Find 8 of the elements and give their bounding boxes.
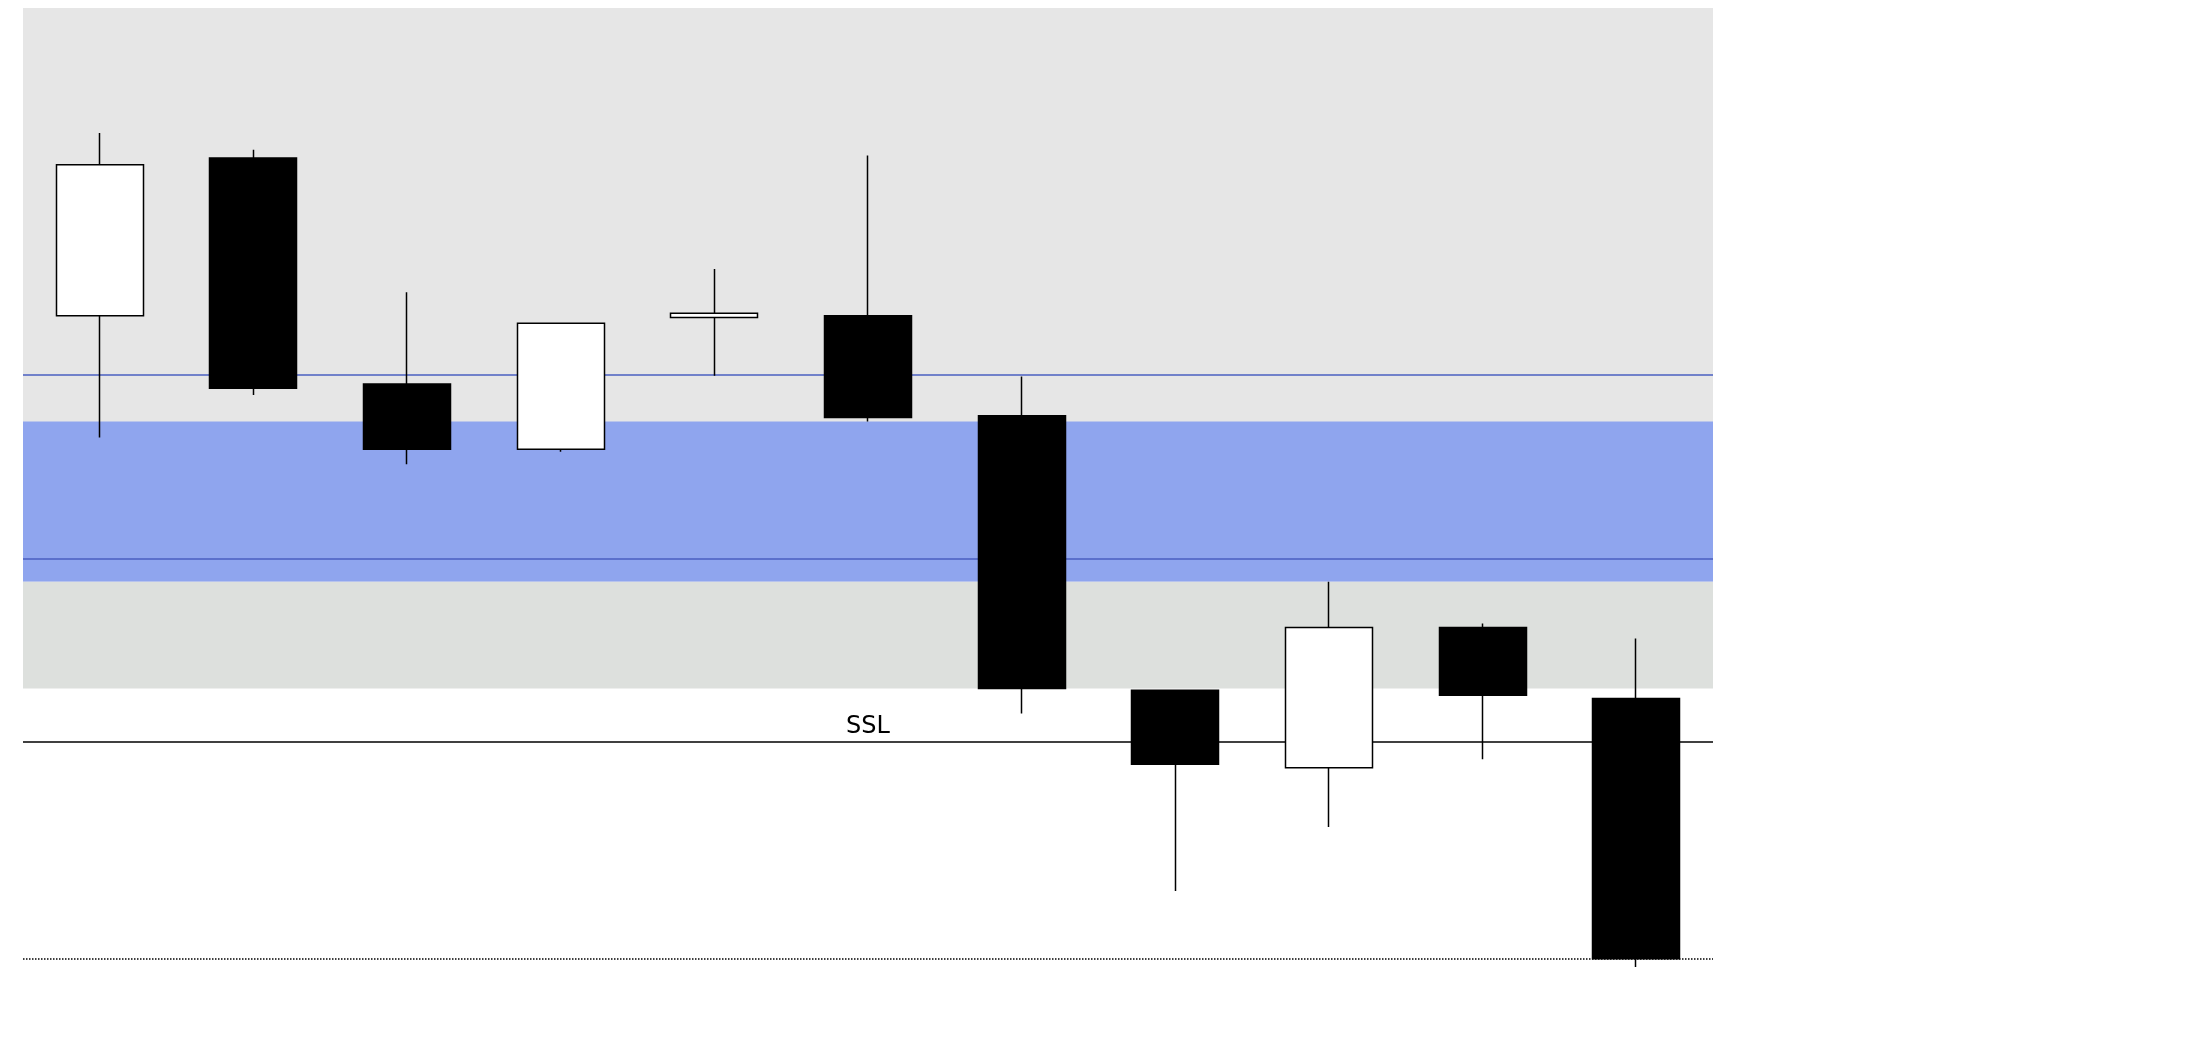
candlestick xyxy=(977,375,1067,715)
candlestick xyxy=(362,291,452,465)
candlestick xyxy=(823,154,913,423)
ref-line-label: SSL xyxy=(846,710,891,739)
candlestick xyxy=(208,149,298,396)
candlestick xyxy=(669,268,759,377)
candlestick xyxy=(516,322,606,453)
candlestick xyxy=(55,132,145,439)
